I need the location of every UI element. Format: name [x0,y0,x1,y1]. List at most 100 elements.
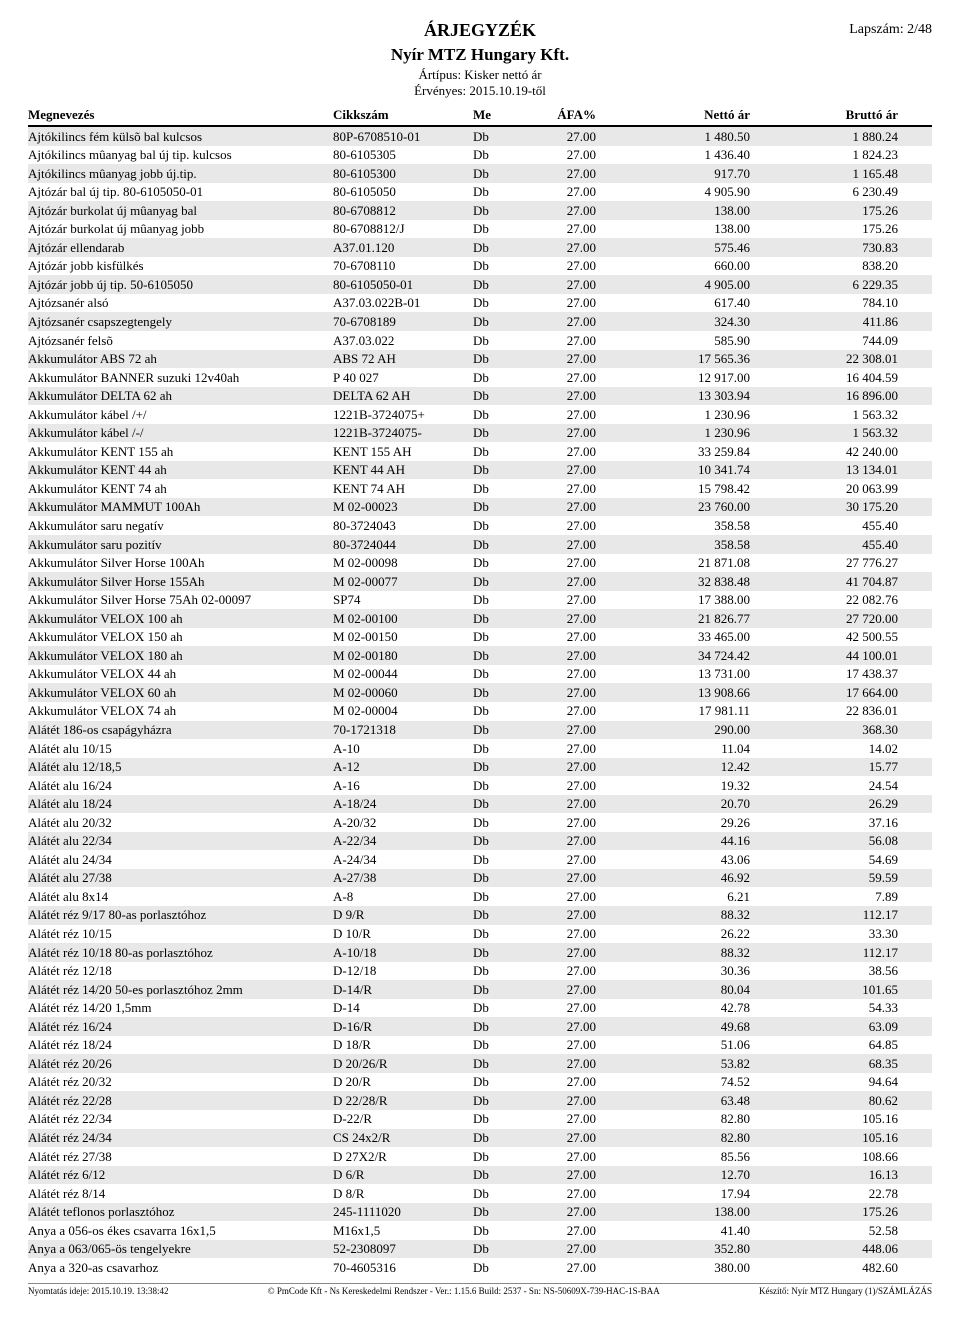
cell-gross: 6 229.35 [758,276,898,294]
cell-net: 4 905.00 [618,276,758,294]
cell-name: Alátét réz 20/32 [28,1073,333,1091]
table-row: Alátét alu 24/34A-24/34Db27.0043.0654.69 [28,850,932,869]
cell-net: 85.56 [618,1148,758,1166]
cell-sku: DELTA 62 AH [333,387,473,405]
cell-afa: 27.00 [528,1055,618,1073]
cell-afa: 27.00 [528,332,618,350]
cell-sku: 245-1111020 [333,1203,473,1221]
cell-gross: 112.17 [758,906,898,924]
cell-sku: D 22/28/R [333,1092,473,1110]
cell-me: Db [473,257,528,275]
cell-sku: 80-6105050 [333,183,473,201]
cell-sku: 80-6105305 [333,146,473,164]
page-footer: Nyomtatás ideje: 2015.10.19. 13:38:42 © … [28,1283,932,1296]
cell-afa: 27.00 [528,573,618,591]
cell-sku: SP74 [333,591,473,609]
cell-sku: A-20/32 [333,814,473,832]
cell-afa: 27.00 [528,239,618,257]
cell-afa: 27.00 [528,832,618,850]
cell-name: Alátét réz 6/12 [28,1166,333,1184]
cell-name: Alátét alu 24/34 [28,851,333,869]
cell-afa: 27.00 [528,1036,618,1054]
table-row: Akkumulátor VELOX 60 ahM 02-00060Db27.00… [28,683,932,702]
cell-sku: M 02-00180 [333,647,473,665]
cell-me: Db [473,832,528,850]
cell-afa: 27.00 [528,313,618,331]
cell-me: Db [473,313,528,331]
table-row: Alátét réz 22/28D 22/28/RDb27.0063.4880.… [28,1091,932,1110]
cell-net: 33 465.00 [618,628,758,646]
cell-name: Anya a 063/065-ös tengelyekre [28,1240,333,1258]
cell-net: 29.26 [618,814,758,832]
cell-net: 13 731.00 [618,665,758,683]
table-row: Alátét alu 10/15A-10Db27.0011.0414.02 [28,739,932,758]
table-header-row: Megnevezés Cikkszám Me ÁFA% Nettó ár Bru… [28,103,932,127]
cell-sku: M 02-00098 [333,554,473,572]
cell-sku: D 20/R [333,1073,473,1091]
cell-gross: 24.54 [758,777,898,795]
cell-gross: 1 824.23 [758,146,898,164]
doc-title: ÁRJEGYZÉK [28,20,932,41]
cell-net: 585.90 [618,332,758,350]
cell-name: Alátét réz 16/24 [28,1018,333,1036]
cell-afa: 27.00 [528,461,618,479]
cell-afa: 27.00 [528,387,618,405]
cell-me: Db [473,1129,528,1147]
cell-net: 30.36 [618,962,758,980]
table-row: Akkumulátor Silver Horse 100AhM 02-00098… [28,554,932,573]
cell-name: Alátét réz 9/17 80-as porlasztóhoz [28,906,333,924]
cell-afa: 27.00 [528,480,618,498]
table-row: Ajtózsanér alsóA37.03.022B-01Db27.00617.… [28,294,932,313]
cell-afa: 27.00 [528,276,618,294]
table-row: Akkumulátor BANNER suzuki 12v40ahP 40 02… [28,368,932,387]
cell-sku: A-16 [333,777,473,795]
cell-gross: 17 438.37 [758,665,898,683]
cell-sku: 80-3724043 [333,517,473,535]
cell-afa: 27.00 [528,220,618,238]
cell-net: 53.82 [618,1055,758,1073]
cell-afa: 27.00 [528,758,618,776]
cell-afa: 27.00 [528,702,618,720]
cell-me: Db [473,925,528,943]
table-row: Ajtózár ellendarabA37.01.120Db27.00575.4… [28,238,932,257]
table-row: Alátét teflonos porlasztóhoz245-1111020D… [28,1203,932,1222]
cell-gross: 175.26 [758,1203,898,1221]
table-row: Akkumulátor MAMMUT 100AhM 02-00023Db27.0… [28,498,932,517]
cell-gross: 175.26 [758,220,898,238]
cell-net: 34 724.42 [618,647,758,665]
table-row: Ajtókilincs mûanyag jobb új.tip.80-61053… [28,164,932,183]
cell-sku: A37.03.022 [333,332,473,350]
cell-gross: 52.58 [758,1222,898,1240]
col-header-gross: Bruttó ár [758,107,898,123]
cell-net: 12 917.00 [618,369,758,387]
cell-name: Alátét réz 22/28 [28,1092,333,1110]
cell-sku: A-10/18 [333,944,473,962]
cell-afa: 27.00 [528,1240,618,1258]
cell-net: 13 303.94 [618,387,758,405]
cell-afa: 27.00 [528,1148,618,1166]
cell-gross: 838.20 [758,257,898,275]
cell-name: Alátét alu 18/24 [28,795,333,813]
cell-sku: A37.01.120 [333,239,473,257]
cell-name: Alátét réz 24/34 [28,1129,333,1147]
cell-gross: 26.29 [758,795,898,813]
cell-me: Db [473,647,528,665]
cell-me: Db [473,461,528,479]
footer-right: Készítő: Nyír MTZ Hungary (1)/SZÁMLÁZÁS [759,1286,932,1296]
cell-afa: 27.00 [528,1185,618,1203]
table-row: Akkumulátor saru pozitív80-3724044Db27.0… [28,535,932,554]
cell-sku: A-24/34 [333,851,473,869]
table-row: Alátét réz 9/17 80-as porlasztóhozD 9/RD… [28,906,932,925]
cell-net: 358.58 [618,536,758,554]
cell-gross: 37.16 [758,814,898,832]
cell-me: Db [473,276,528,294]
cell-me: Db [473,1036,528,1054]
cell-net: 19.32 [618,777,758,795]
cell-name: Akkumulátor kábel /+/ [28,406,333,424]
cell-gross: 33.30 [758,925,898,943]
cell-sku: D-14/R [333,981,473,999]
cell-gross: 42 500.55 [758,628,898,646]
cell-gross: 16.13 [758,1166,898,1184]
cell-name: Alátét réz 20/26 [28,1055,333,1073]
cell-net: 11.04 [618,740,758,758]
